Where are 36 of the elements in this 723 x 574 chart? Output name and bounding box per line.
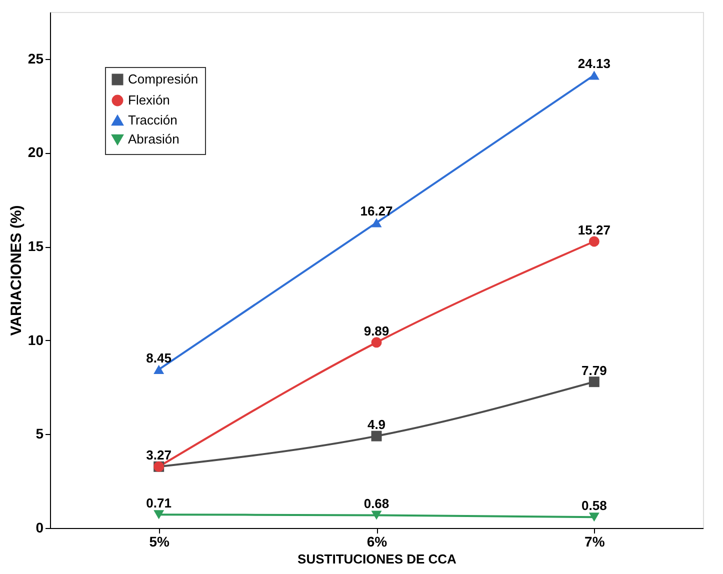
- data-label: 9.89: [364, 323, 390, 338]
- y-tick-label: 10: [28, 332, 44, 348]
- data-label: 15.27: [578, 222, 610, 238]
- legend-label: Flexión: [128, 92, 170, 108]
- point: [154, 510, 164, 520]
- point: [371, 510, 382, 520]
- y-tick-label: 20: [28, 144, 44, 160]
- y-tick-label: 25: [28, 50, 44, 66]
- point: [588, 236, 600, 247]
- y-tick-label: 5: [36, 426, 44, 442]
- data-label: 4.9: [367, 417, 386, 432]
- data-label: 0.68: [364, 496, 390, 512]
- data-label: 3.27: [146, 448, 172, 463]
- x-axis-title: SUSTITUCIONES DE CCA: [298, 552, 458, 566]
- x-tick-label: 6%: [366, 534, 388, 550]
- y-axis-title: VARIACIONES (%): [8, 205, 25, 336]
- x-tick-label: 5%: [149, 534, 170, 550]
- point: [371, 337, 382, 348]
- legend-label: Abrasión: [128, 132, 180, 146]
- data-label: 8.45: [146, 350, 172, 366]
- point: [588, 70, 600, 80]
- data-label: 7.79: [582, 362, 607, 378]
- legend-label: Tracción: [128, 112, 178, 128]
- y-tick-label: 15: [28, 238, 44, 254]
- point: [371, 430, 382, 442]
- legend-label: Compresión: [128, 72, 198, 86]
- data-label: 0.58: [582, 498, 607, 514]
- point: [588, 376, 600, 388]
- y-tick-label: 0: [36, 520, 44, 536]
- point: [588, 512, 600, 522]
- point: [154, 364, 164, 374]
- x-tick-label: 7%: [584, 534, 606, 550]
- data-label: 0.71: [146, 496, 172, 511]
- point: [371, 218, 382, 228]
- data-label: 16.27: [360, 204, 393, 219]
- data-label: 24.13: [578, 56, 610, 72]
